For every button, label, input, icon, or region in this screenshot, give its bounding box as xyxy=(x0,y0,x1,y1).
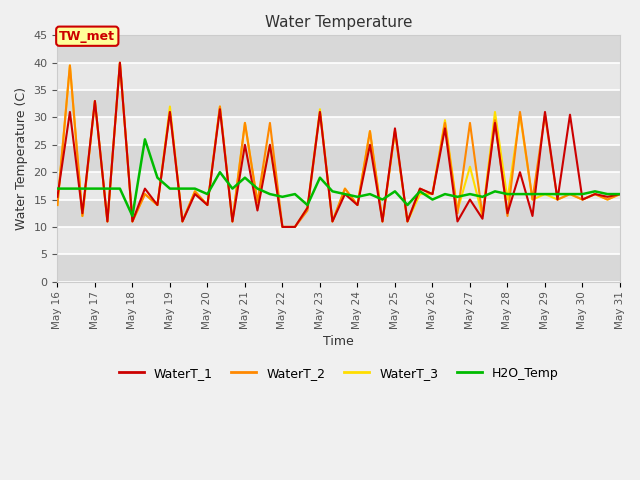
Bar xyxy=(58,36,620,63)
Bar xyxy=(58,90,620,118)
Title: Water Temperature: Water Temperature xyxy=(265,15,412,30)
Bar xyxy=(58,145,620,172)
X-axis label: Time: Time xyxy=(323,335,354,348)
Bar xyxy=(58,254,620,282)
Legend: WaterT_1, WaterT_2, WaterT_3, H2O_Temp: WaterT_1, WaterT_2, WaterT_3, H2O_Temp xyxy=(114,362,564,385)
Text: TW_met: TW_met xyxy=(60,30,115,43)
Y-axis label: Water Temperature (C): Water Temperature (C) xyxy=(15,87,28,230)
Bar xyxy=(58,200,620,227)
Bar xyxy=(58,227,620,254)
Bar xyxy=(58,172,620,200)
Bar xyxy=(58,118,620,145)
Bar xyxy=(58,63,620,90)
